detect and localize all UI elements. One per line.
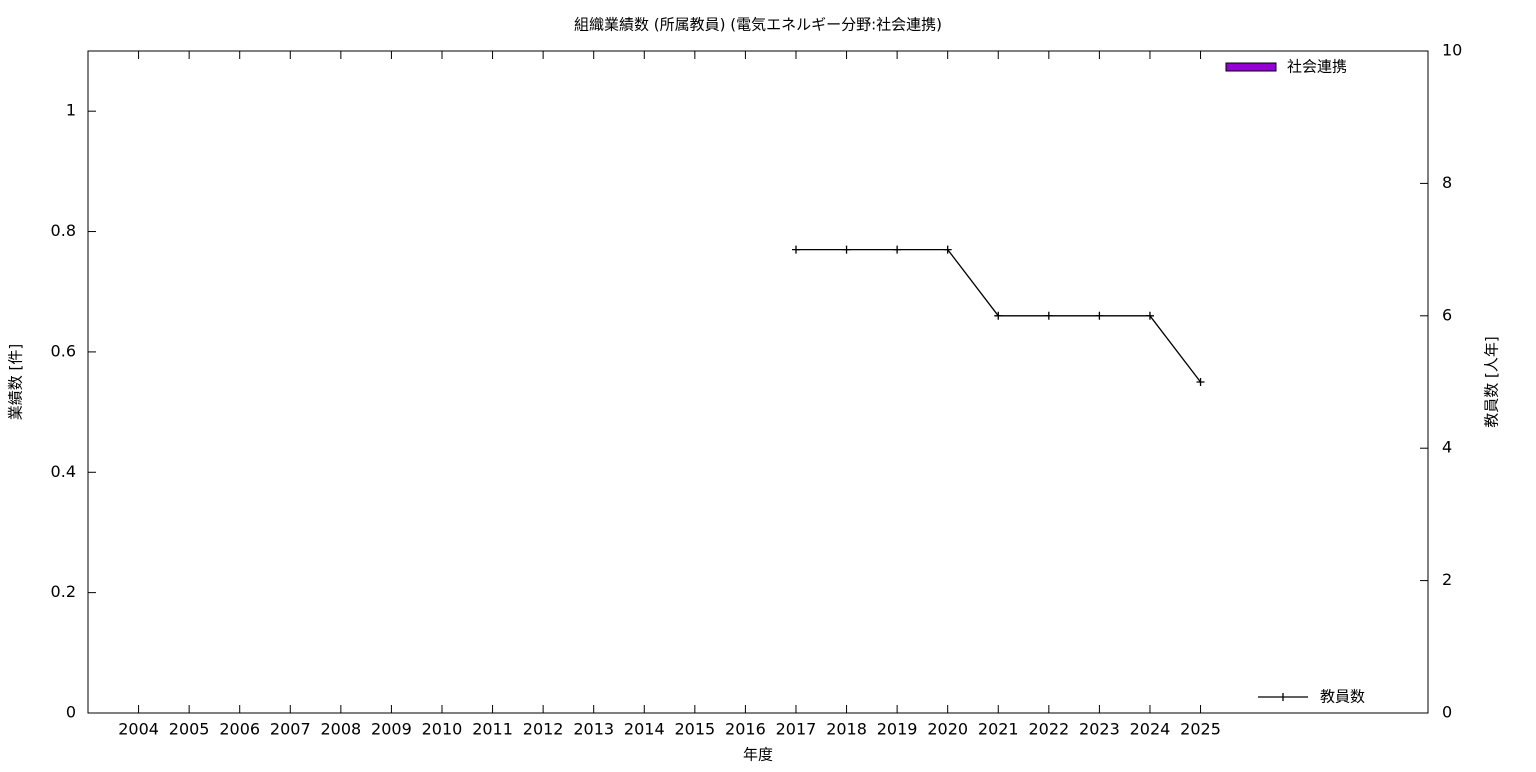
legend-swatch [1225, 62, 1277, 72]
point [842, 245, 851, 254]
x-tick-label: 2010 [422, 720, 463, 739]
y-tick-label: 0.8 [51, 221, 76, 240]
x-tick-label: 2019 [877, 720, 918, 739]
y2-tick-label: 0 [1442, 703, 1452, 722]
x-tick-label: 2007 [270, 720, 311, 739]
x-tick-label: 2016 [725, 720, 766, 739]
x-tick-label: 2013 [573, 720, 614, 739]
chart-title: 組織業績数 (所属教員) (電気エネルギー分野:社会連携) [574, 16, 942, 34]
y-tick-label: 1 [66, 101, 76, 120]
x-tick-label: 2014 [624, 720, 665, 739]
x-tick-label: 2018 [826, 720, 867, 739]
x-tick-label: 2021 [978, 720, 1019, 739]
x-tick-label: 2020 [927, 720, 968, 739]
y-tick-label: 0.6 [51, 341, 76, 360]
x-tick-label: 2005 [169, 720, 210, 739]
x-axis-label: 年度 [743, 746, 773, 764]
x-tick-label: 2017 [776, 720, 817, 739]
y2-tick-label: 2 [1442, 570, 1452, 589]
y2-tick-label: 6 [1442, 305, 1452, 324]
legend-label: 社会連携 [1287, 58, 1347, 76]
y-tick-label: 0.2 [51, 582, 76, 601]
point [1044, 311, 1053, 320]
legend-label: 教員数 [1320, 688, 1365, 706]
x-tick-label: 2006 [219, 720, 260, 739]
legend-swatch [1258, 693, 1308, 701]
y2-tick-label: 4 [1442, 438, 1452, 457]
y2-tick-label: 8 [1442, 173, 1452, 192]
x-tick-label: 2025 [1180, 720, 1221, 739]
point [1145, 311, 1154, 320]
y2-tick-label: 10 [1442, 41, 1462, 60]
point [1095, 311, 1104, 320]
y-tick-label: 0 [66, 703, 76, 722]
x-tick-label: 2004 [118, 720, 159, 739]
x-tick-label: 2008 [320, 720, 361, 739]
point [1196, 378, 1205, 386]
x-tick-label: 2012 [523, 720, 564, 739]
x-tick-label: 2009 [371, 720, 412, 739]
y2-axis-label: 教員数 [人年] [1483, 336, 1501, 427]
x-tick-label: 2022 [1028, 720, 1069, 739]
x-tick-label: 2011 [472, 720, 513, 739]
y-axis-label: 業績数 [件] [7, 344, 25, 420]
point [994, 311, 1003, 320]
x-tick-label: 2023 [1079, 720, 1120, 739]
x-tick-label: 2015 [674, 720, 715, 739]
y-tick-label: 0.4 [51, 462, 76, 481]
point [893, 245, 902, 254]
x-tick-label: 2024 [1130, 720, 1171, 739]
point [943, 245, 952, 254]
point [791, 245, 800, 254]
plot-frame [87, 50, 1429, 714]
